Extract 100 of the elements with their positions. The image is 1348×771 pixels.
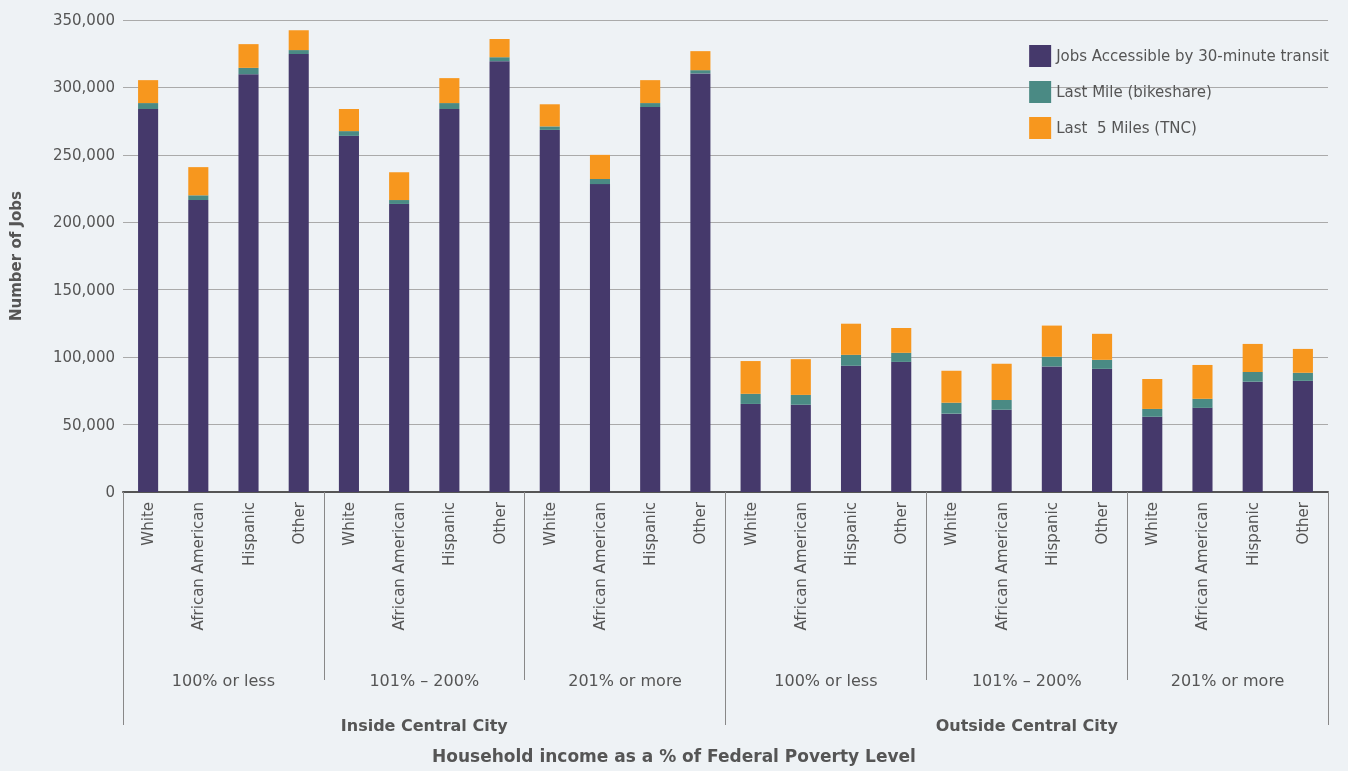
bar [489, 57, 510, 62]
bar [589, 154, 611, 179]
y-tick-label: 100,000 [52, 348, 115, 367]
bar [891, 328, 912, 353]
bar [389, 203, 410, 492]
bar [539, 104, 560, 127]
bar [539, 126, 560, 130]
y-tick-label: 50,000 [62, 415, 115, 434]
text: 201% or more [1170, 670, 1285, 690]
y-tick-label: 350,000 [52, 11, 115, 29]
x-tick-label: White [741, 502, 760, 546]
y-tick-label: 300,000 [52, 78, 115, 97]
bar [1292, 348, 1313, 373]
bar [589, 179, 611, 185]
bar [740, 393, 761, 404]
bar [188, 200, 209, 492]
bar [389, 172, 410, 201]
bar [640, 106, 661, 492]
x-tick-label: Hispanic [1243, 502, 1262, 566]
bar [338, 131, 359, 136]
bar [138, 103, 159, 110]
bar [991, 363, 1012, 401]
text: Outside Central City [935, 715, 1119, 735]
bar [941, 370, 962, 403]
bar [589, 184, 611, 492]
x-tick-label: African American [590, 502, 609, 631]
y-tick-label: 200,000 [52, 213, 115, 232]
bar [690, 73, 711, 492]
bar [439, 78, 460, 104]
bar [1242, 381, 1263, 492]
bar [489, 39, 510, 58]
legend-label: Jobs Accessible by 30-minute transit [1055, 47, 1330, 65]
x-tick-label: Hispanic [842, 502, 861, 566]
bar [288, 50, 309, 54]
x-tick-label: Other [1293, 501, 1312, 545]
bar [840, 354, 862, 366]
bar [138, 80, 159, 104]
bar [238, 67, 259, 75]
bar [1192, 398, 1213, 408]
bar [790, 394, 811, 405]
bar [1092, 368, 1113, 492]
x-tick-label: Other [892, 501, 911, 545]
bar [1242, 371, 1263, 382]
bar [1092, 359, 1113, 369]
bar [1142, 416, 1163, 492]
x-tick-label: Hispanic [1042, 502, 1061, 566]
x-tick-label: Other [289, 501, 308, 545]
bar [188, 167, 209, 196]
bar [539, 129, 560, 492]
bar [288, 30, 309, 51]
bar [439, 103, 460, 110]
text: 101% – 200% [369, 670, 480, 690]
bar [1142, 378, 1163, 409]
bar [840, 323, 862, 355]
y-tick-label: 250,000 [52, 145, 115, 164]
x-tick-label: African American [992, 502, 1011, 631]
bar [1192, 364, 1213, 399]
x-tick-label: African American [791, 502, 810, 631]
legend-label: Last Mile (bikeshare) [1056, 83, 1212, 101]
bar [1092, 333, 1113, 360]
bar [188, 195, 209, 201]
x-tick-label: White [540, 502, 559, 546]
bar [288, 53, 309, 492]
bar [840, 365, 862, 492]
y-axis-title: Number of Jobs [6, 190, 25, 321]
bar [1041, 356, 1062, 367]
x-tick-label: Hispanic [239, 502, 258, 566]
bar [338, 109, 359, 132]
x-tick-label: African American [390, 502, 409, 631]
bar [790, 359, 811, 395]
bar [891, 352, 912, 362]
text: Inside Central City [340, 715, 509, 735]
bar [439, 109, 460, 492]
bar [941, 413, 962, 492]
bar [941, 402, 962, 414]
x-tick-label: Hispanic [641, 502, 660, 566]
x-tick-label: White [139, 502, 158, 546]
bar [1292, 380, 1313, 492]
bar [1292, 372, 1313, 381]
x-tick-label: Other [1093, 501, 1112, 545]
bar [489, 61, 510, 492]
bar [389, 200, 410, 204]
text: Household income as a % of Federal Poverty Level [432, 745, 916, 766]
x-tick-label: White [339, 502, 358, 546]
bar [640, 103, 661, 107]
text: 101% – 200% [971, 670, 1082, 690]
x-tick-label: White [1143, 502, 1162, 546]
bar [991, 400, 1012, 410]
bar [1041, 325, 1062, 357]
bar [238, 44, 259, 68]
bar [338, 135, 359, 492]
text: 100% or less [171, 670, 276, 690]
bar [991, 409, 1012, 492]
bar [891, 361, 912, 492]
y-tick-label: 0 [105, 483, 115, 501]
x-tick-label: African American [1193, 502, 1212, 631]
bar [690, 51, 711, 71]
bar [138, 109, 159, 492]
bar [1192, 407, 1213, 492]
bar [1041, 366, 1062, 492]
